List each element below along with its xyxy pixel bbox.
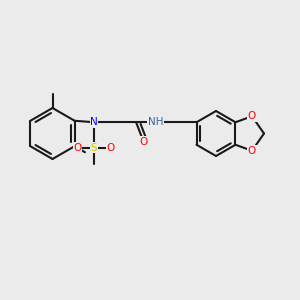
Text: O: O (248, 146, 256, 156)
Text: O: O (106, 143, 115, 153)
Text: O: O (74, 143, 82, 153)
Text: NH: NH (148, 117, 163, 127)
Text: N: N (90, 117, 98, 127)
Text: S: S (91, 143, 98, 153)
Text: O: O (140, 137, 148, 147)
Text: O: O (248, 111, 256, 121)
